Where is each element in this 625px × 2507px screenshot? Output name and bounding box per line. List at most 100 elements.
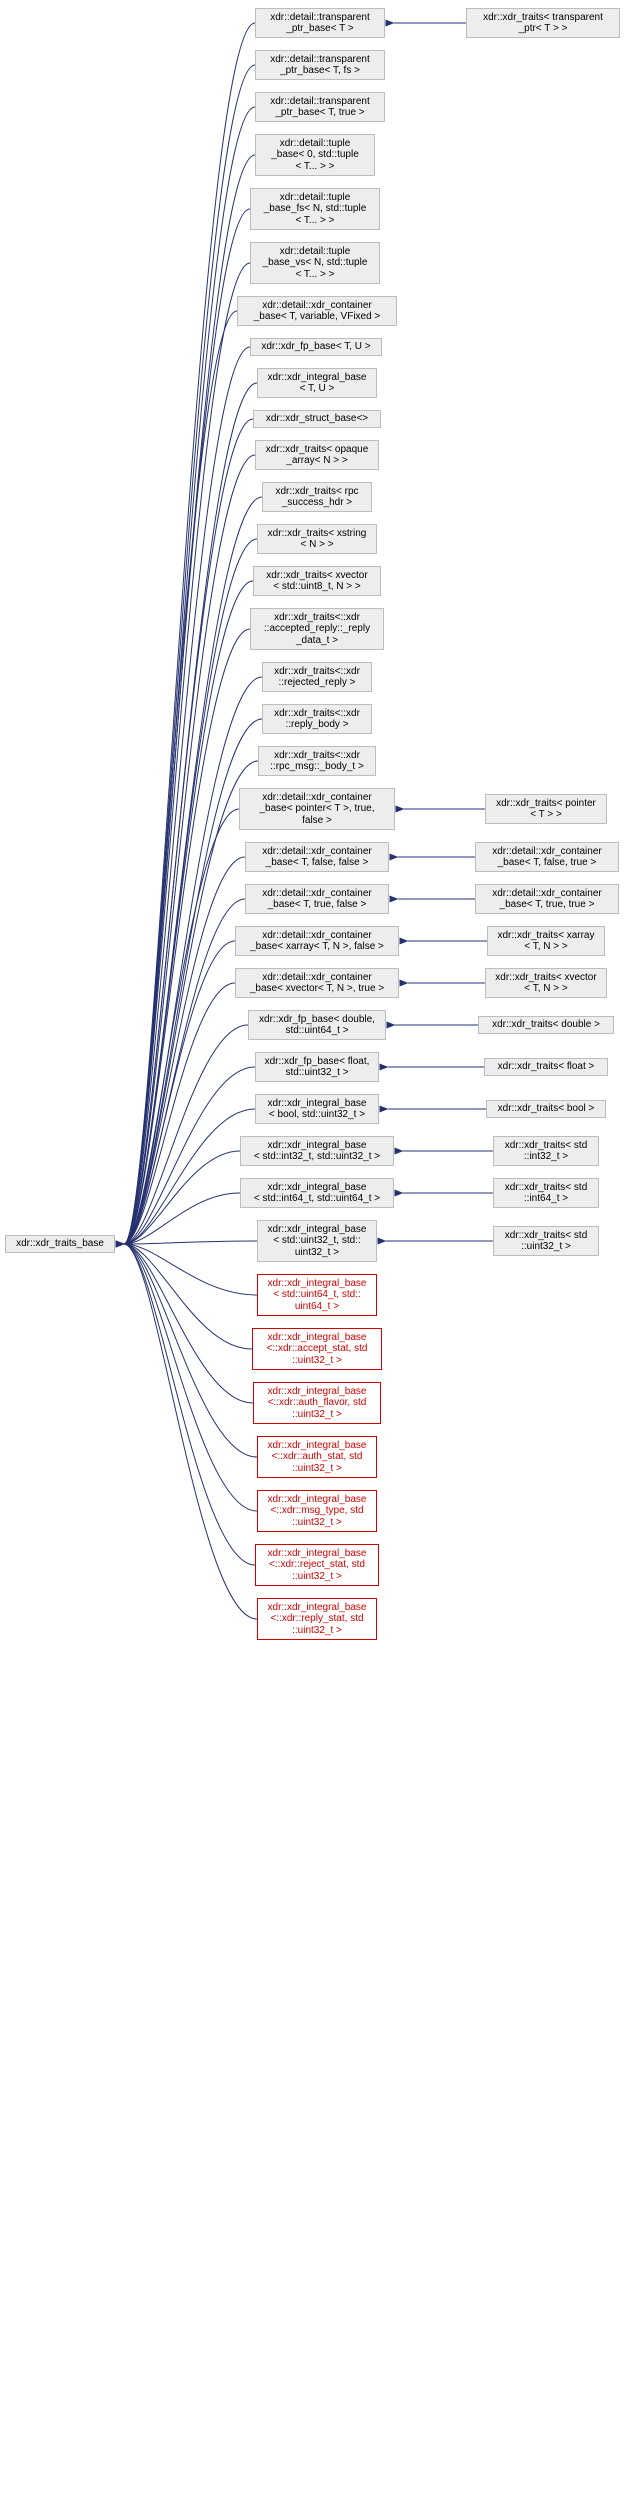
edge-n32-to-root: [124, 1244, 253, 1403]
edge-n27-to-root: [124, 1151, 240, 1244]
node-label: xdr::xdr_traits< std ::int32_t >: [505, 1140, 588, 1163]
edge-n14-to-root: [124, 581, 253, 1244]
node-n29[interactable]: xdr::xdr_integral_base < std::uint32_t, …: [257, 1220, 377, 1262]
node-n4[interactable]: xdr::detail::tuple _base< 0, std::tuple …: [255, 134, 375, 176]
node-n24[interactable]: xdr::xdr_fp_base< double, std::uint64_t …: [248, 1010, 386, 1040]
node-n33[interactable]: xdr::xdr_integral_base <::xdr::auth_stat…: [257, 1436, 377, 1478]
node-n7[interactable]: xdr::detail::xdr_container _base< T, var…: [237, 296, 397, 326]
diagram-canvas: xdr::xdr_traits_base xdr::detail::transpa…: [0, 0, 625, 2507]
edge-n21-to-root: [124, 899, 245, 1244]
node-label: xdr::xdr_traits< bool >: [498, 1103, 595, 1115]
node-n30[interactable]: xdr::xdr_integral_base < std::uint64_t, …: [257, 1274, 377, 1316]
node-n14[interactable]: xdr::xdr_traits< xvector < std::uint8_t,…: [253, 566, 381, 596]
node-label: xdr::xdr_integral_base < std::int32_t, s…: [254, 1140, 380, 1163]
edge-n3-to-root: [124, 107, 255, 1244]
node-rTop[interactable]: xdr::xdr_traits< transparent _ptr< T > >: [466, 8, 620, 38]
node-label: xdr::xdr_integral_base <::xdr::auth_stat…: [268, 1440, 367, 1475]
node-r28[interactable]: xdr::xdr_traits< std ::int64_t >: [493, 1178, 599, 1208]
node-r27[interactable]: xdr::xdr_traits< std ::int32_t >: [493, 1136, 599, 1166]
node-label: xdr::xdr_traits< xstring < N > >: [268, 528, 367, 551]
node-label: xdr::xdr_traits< opaque _array< N > >: [266, 444, 369, 467]
node-label: xdr::xdr_traits< float >: [498, 1061, 595, 1073]
node-r23[interactable]: xdr::xdr_traits< xvector < T, N > >: [485, 968, 607, 998]
node-n11[interactable]: xdr::xdr_traits< opaque _array< N > >: [255, 440, 379, 470]
node-r29[interactable]: xdr::xdr_traits< std ::uint32_t >: [493, 1226, 599, 1256]
node-label: xdr::xdr_integral_base < bool, std::uint…: [268, 1098, 367, 1121]
node-r21[interactable]: xdr::detail::xdr_container _base< T, tru…: [475, 884, 619, 914]
node-label: xdr::xdr_traits< xarray < T, N > >: [498, 930, 595, 953]
node-n36[interactable]: xdr::xdr_integral_base <::xdr::reply_sta…: [257, 1598, 377, 1640]
node-label: xdr::xdr_fp_base< T, U >: [261, 341, 370, 353]
node-n34[interactable]: xdr::xdr_integral_base <::xdr::msg_type,…: [257, 1490, 377, 1532]
edge-n29-to-root: [124, 1241, 257, 1244]
node-label: xdr::xdr_integral_base <::xdr::msg_type,…: [268, 1494, 367, 1529]
edge-n1-to-root: [124, 23, 255, 1244]
node-label: xdr::xdr_fp_base< float, std::uint32_t >: [265, 1056, 370, 1079]
node-label: xdr::xdr_traits<::xdr ::reply_body >: [274, 708, 360, 731]
node-r24[interactable]: xdr::xdr_traits< double >: [478, 1016, 614, 1034]
node-n25[interactable]: xdr::xdr_fp_base< float, std::uint32_t >: [255, 1052, 379, 1082]
node-n20[interactable]: xdr::detail::xdr_container _base< T, fal…: [245, 842, 389, 872]
node-n13[interactable]: xdr::xdr_traits< xstring < N > >: [257, 524, 377, 554]
node-n12[interactable]: xdr::xdr_traits< rpc _success_hdr >: [262, 482, 372, 512]
node-n26[interactable]: xdr::xdr_integral_base < bool, std::uint…: [255, 1094, 379, 1124]
node-r25[interactable]: xdr::xdr_traits< float >: [484, 1058, 608, 1076]
node-label: xdr::xdr_traits<::xdr ::accepted_reply::…: [264, 612, 370, 647]
node-n6[interactable]: xdr::detail::tuple _base_vs< N, std::tup…: [250, 242, 380, 284]
node-n21[interactable]: xdr::detail::xdr_container _base< T, tru…: [245, 884, 389, 914]
node-label: xdr::detail::xdr_container _base< T, fal…: [492, 846, 602, 869]
edge-n12-to-root: [124, 497, 262, 1244]
edge-n7-to-root: [124, 311, 237, 1244]
edge-n8-to-root: [124, 347, 250, 1244]
edge-n22-to-root: [124, 941, 235, 1244]
node-label: xdr::xdr_traits< xvector < T, N > >: [495, 972, 596, 995]
edge-n5-to-root: [124, 209, 250, 1244]
node-n28[interactable]: xdr::xdr_integral_base < std::int64_t, s…: [240, 1178, 394, 1208]
node-n23[interactable]: xdr::detail::xdr_container _base< xvecto…: [235, 968, 399, 998]
node-r22[interactable]: xdr::xdr_traits< xarray < T, N > >: [487, 926, 605, 956]
node-n32[interactable]: xdr::xdr_integral_base <::xdr::auth_flav…: [253, 1382, 381, 1424]
node-r19[interactable]: xdr::xdr_traits< pointer < T > >: [485, 794, 607, 824]
node-n5[interactable]: xdr::detail::tuple _base_fs< N, std::tup…: [250, 188, 380, 230]
edge-n26-to-root: [124, 1109, 255, 1244]
node-n8[interactable]: xdr::xdr_fp_base< T, U >: [250, 338, 382, 356]
edge-n2-to-root: [124, 65, 255, 1244]
node-n15[interactable]: xdr::xdr_traits<::xdr ::accepted_reply::…: [250, 608, 384, 650]
node-n10[interactable]: xdr::xdr_struct_base<>: [253, 410, 381, 428]
edge-n30-to-root: [124, 1244, 257, 1295]
node-n16[interactable]: xdr::xdr_traits<::xdr ::rejected_reply >: [262, 662, 372, 692]
node-n31[interactable]: xdr::xdr_integral_base <::xdr::accept_st…: [252, 1328, 382, 1370]
node-n35[interactable]: xdr::xdr_integral_base <::xdr::reject_st…: [255, 1544, 379, 1586]
edge-n19-to-root: [124, 809, 239, 1244]
edge-n33-to-root: [124, 1244, 257, 1457]
node-n18[interactable]: xdr::xdr_traits<::xdr ::rpc_msg::_body_t…: [258, 746, 376, 776]
node-n3[interactable]: xdr::detail::transparent _ptr_base< T, t…: [255, 92, 385, 122]
node-root[interactable]: xdr::xdr_traits_base: [5, 1235, 115, 1253]
node-r20[interactable]: xdr::detail::xdr_container _base< T, fal…: [475, 842, 619, 872]
node-n2[interactable]: xdr::detail::transparent _ptr_base< T, f…: [255, 50, 385, 80]
node-n22[interactable]: xdr::detail::xdr_container _base< xarray…: [235, 926, 399, 956]
node-label: xdr::detail::transparent _ptr_base< T, t…: [270, 96, 370, 119]
node-n1[interactable]: xdr::detail::transparent _ptr_base< T >: [255, 8, 385, 38]
node-label: xdr::xdr_integral_base <::xdr::reject_st…: [268, 1548, 367, 1583]
edge-n9-to-root: [124, 383, 257, 1244]
edge-n6-to-root: [124, 263, 250, 1244]
node-label: xdr::xdr_traits< pointer < T > >: [496, 798, 596, 821]
edge-n10-to-root: [124, 419, 253, 1244]
node-label: xdr::xdr_integral_base <::xdr::accept_st…: [267, 1332, 368, 1367]
node-n17[interactable]: xdr::xdr_traits<::xdr ::reply_body >: [262, 704, 372, 734]
edge-n20-to-root: [124, 857, 245, 1244]
edge-n15-to-root: [124, 629, 250, 1244]
node-r26[interactable]: xdr::xdr_traits< bool >: [486, 1100, 606, 1118]
node-label: xdr::xdr_integral_base < std::uint64_t, …: [268, 1278, 367, 1313]
edge-n28-to-root: [124, 1193, 240, 1244]
node-label: xdr::xdr_traits<::xdr ::rpc_msg::_body_t…: [270, 750, 364, 773]
node-n27[interactable]: xdr::xdr_integral_base < std::int32_t, s…: [240, 1136, 394, 1166]
edge-n18-to-root: [124, 761, 258, 1244]
node-label: xdr::detail::xdr_container _base< pointe…: [260, 792, 375, 827]
node-label: xdr::xdr_integral_base < T, U >: [268, 372, 367, 395]
node-label: xdr::detail::xdr_container _base< T, tru…: [262, 888, 372, 911]
node-n9[interactable]: xdr::xdr_integral_base < T, U >: [257, 368, 377, 398]
node-n19[interactable]: xdr::detail::xdr_container _base< pointe…: [239, 788, 395, 830]
node-label: xdr::detail::transparent _ptr_base< T, f…: [270, 54, 370, 77]
